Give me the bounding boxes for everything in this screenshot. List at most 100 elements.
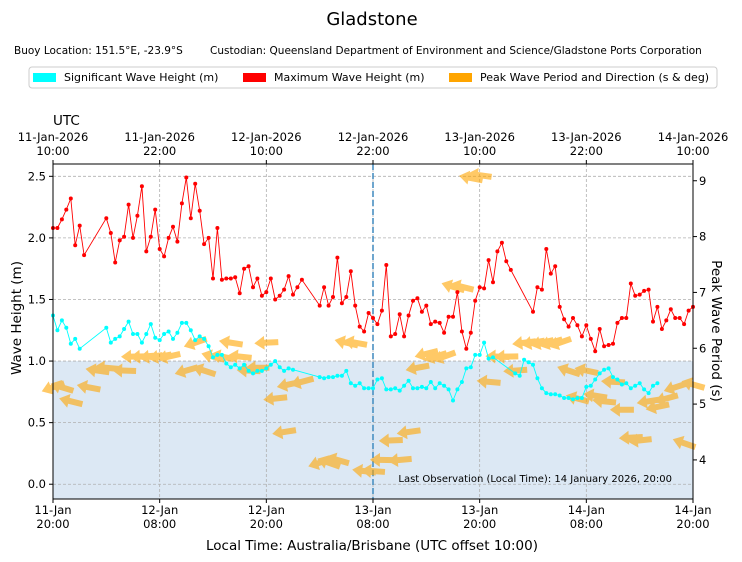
hsig-point — [455, 387, 460, 392]
period-arrow — [609, 402, 634, 417]
chart-title: Gladstone — [326, 9, 417, 30]
x-tick-label-bottom-date: 12-Jan — [141, 503, 178, 517]
hsig-point — [388, 387, 393, 392]
period-arrow — [574, 363, 599, 378]
hmax-point — [135, 213, 140, 218]
period-arrow — [263, 391, 288, 406]
hmax-point — [148, 234, 153, 239]
hsig-point — [335, 373, 340, 378]
hmax-point — [482, 286, 487, 291]
hmax-point — [317, 303, 322, 308]
hsig-point — [55, 328, 60, 333]
x-tick-label-top-time: 10:00 — [676, 144, 709, 158]
hsig-point — [224, 361, 229, 366]
hsig-point — [384, 387, 389, 392]
period-arrow — [618, 430, 643, 445]
period-arrow — [218, 335, 244, 350]
period-arrow — [557, 363, 581, 378]
hmax-point — [619, 316, 624, 320]
hmax-point — [384, 263, 389, 267]
hmax-point — [77, 223, 82, 228]
hsig-point — [628, 386, 633, 391]
hmax-point — [175, 239, 180, 244]
period-arrow — [432, 349, 457, 364]
hmax-point — [224, 276, 229, 281]
y-axis-label-right: Peak Wave Period (s) — [708, 260, 724, 402]
x-tick-label-bottom-date: 14-Jan — [568, 503, 605, 517]
hmax-series — [51, 175, 695, 354]
hmax-point — [499, 240, 504, 245]
hsig-point — [211, 355, 215, 360]
x-tick-label-top-date: 11-Jan-2026 — [18, 130, 89, 144]
hsig-point — [202, 336, 207, 341]
hsig-point — [237, 366, 242, 371]
x-tick-label-top-date: 14-Jan-2026 — [658, 130, 729, 144]
x-tick-label-top-time: 10:00 — [250, 144, 283, 158]
hsig-point — [597, 371, 602, 376]
hmax-point — [211, 276, 215, 281]
hsig-point — [531, 362, 535, 367]
period-arrow — [290, 375, 315, 390]
hmax-point — [633, 293, 638, 298]
hsig-point — [615, 377, 620, 382]
hmax-point — [277, 293, 282, 298]
hsig-point — [273, 359, 278, 364]
hmax-point — [433, 319, 438, 324]
x-tick-label-bottom-time: 20:00 — [250, 517, 283, 531]
hsig-point — [655, 381, 660, 386]
period-arrow — [627, 433, 652, 448]
hsig-point — [179, 320, 184, 325]
x-tick-label-bottom-date: 14-Jan — [674, 503, 711, 517]
period-arrow — [503, 363, 528, 378]
hsig-point — [464, 366, 469, 371]
x-tick-label-bottom-time: 08:00 — [570, 517, 603, 531]
hsig-point — [602, 367, 607, 372]
hmax-point — [548, 271, 553, 276]
hmax-point — [651, 319, 655, 324]
legend-swatch-period — [449, 73, 472, 82]
y-tick-label-right: 6 — [699, 341, 706, 355]
period-arrow — [414, 347, 439, 362]
hmax-point — [424, 303, 429, 308]
period-arrow — [592, 394, 617, 409]
period-arrow — [343, 335, 368, 350]
hsig-point — [117, 334, 122, 339]
hmax-point — [477, 285, 482, 290]
hsig-point — [122, 327, 127, 331]
x-tick-label-bottom-time: 20:00 — [36, 517, 69, 531]
legend-swatch-hmax — [243, 73, 266, 82]
x-tick-label-bottom-time: 08:00 — [356, 517, 389, 531]
hmax-point — [264, 290, 269, 295]
hmax-point — [491, 280, 495, 285]
hsig-point — [415, 386, 420, 391]
hmax-point — [539, 287, 544, 292]
hmax-point — [602, 344, 607, 349]
hsig-point — [317, 375, 322, 380]
hmax-point — [508, 267, 513, 272]
x-tick-label-top-date: 12-Jan-2026 — [338, 130, 409, 144]
hsig-point — [357, 381, 362, 386]
hsig-point — [557, 393, 562, 398]
x-tick-label-bottom-date: 12-Jan — [248, 503, 285, 517]
hmax-point — [131, 235, 135, 240]
hmax-point — [379, 308, 384, 313]
hmax-point — [468, 330, 473, 335]
hmax-point — [113, 260, 118, 265]
hmax-point — [375, 322, 380, 327]
hsig-point — [562, 396, 567, 400]
hmax-point — [251, 285, 255, 290]
period-arrow — [387, 453, 412, 468]
hmax-point — [588, 336, 593, 341]
hsig-point — [264, 366, 269, 371]
hsig-point — [366, 386, 371, 391]
hmax-point — [615, 320, 620, 325]
hmax-point — [451, 314, 455, 319]
hmax-point — [322, 285, 327, 290]
hsig-point — [282, 368, 287, 373]
hsig-point — [393, 386, 398, 391]
legend-swatch-hsig — [33, 73, 56, 82]
x-tick-label-bottom-time: 20:00 — [463, 517, 496, 531]
hmax-point — [246, 264, 251, 269]
hsig-point — [468, 365, 473, 370]
y-tick-label-left: 0.5 — [28, 416, 46, 430]
